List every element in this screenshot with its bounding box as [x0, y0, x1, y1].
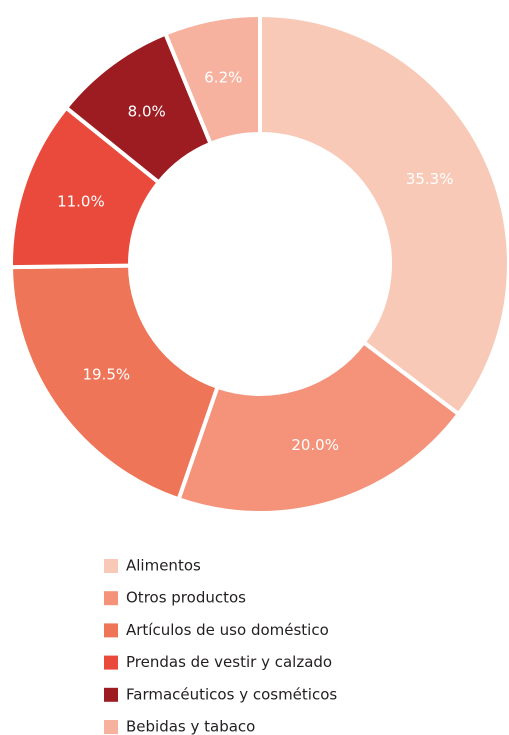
- legend-swatch: [104, 687, 118, 702]
- legend-text: Bebidas y tabaco: [126, 718, 255, 735]
- legend-swatch: [104, 655, 118, 670]
- slice-label: 11.0%: [57, 193, 105, 211]
- legend-text: Artículos de uso doméstico: [126, 621, 329, 639]
- slice: [176, 339, 462, 515]
- slice-label: 35.3%: [406, 170, 454, 188]
- slice-label: 8.0%: [128, 103, 166, 121]
- legend-text: Farmacéuticos y cosméticos: [126, 685, 337, 703]
- legend-text: Prendas de vestir y calzado: [126, 653, 332, 671]
- legend-swatch: [104, 591, 118, 606]
- legend-text: Alimentos: [126, 557, 201, 575]
- legend-swatch: [104, 623, 118, 638]
- slice: [258, 12, 509, 417]
- legend-text: Otros productos: [126, 589, 246, 607]
- slice-label: 6.2%: [204, 69, 242, 87]
- slice-label: 19.5%: [83, 365, 131, 383]
- slice: [8, 263, 221, 502]
- legend-swatch: [104, 559, 118, 573]
- slice-label: 20.0%: [291, 436, 339, 454]
- legend-swatch: [104, 720, 118, 734]
- slice: [162, 12, 262, 147]
